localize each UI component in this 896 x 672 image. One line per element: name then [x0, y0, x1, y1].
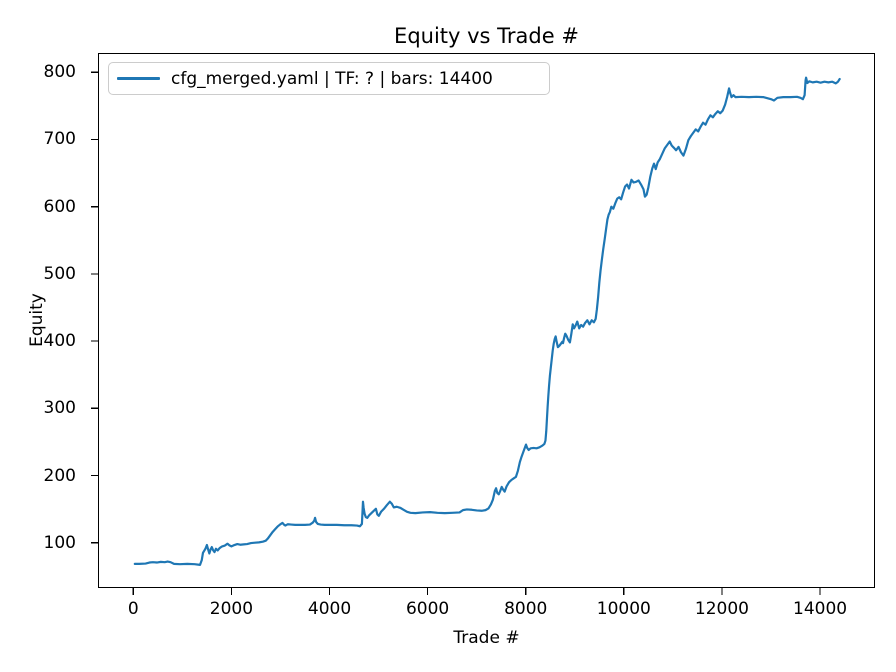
y-tick-label: 200 — [43, 465, 76, 486]
legend-label: cfg_merged.yaml | TF: ? | bars: 14400 — [171, 68, 493, 89]
chart-title: Equity vs Trade # — [394, 24, 579, 48]
y-tick-label: 700 — [43, 129, 76, 150]
equity-line-series — [133, 76, 841, 566]
y-tick-label: 100 — [43, 532, 76, 553]
y-tick-label: 800 — [43, 62, 76, 83]
x-tick-label: 12000 — [694, 599, 749, 619]
x-tick-label: 14000 — [793, 599, 848, 619]
x-tick-label: 10000 — [596, 599, 651, 619]
axes-border — [98, 53, 875, 588]
axis-tick-marks — [91, 71, 821, 595]
y-tick-label: 500 — [43, 263, 76, 284]
x-axis-label: Trade # — [453, 628, 520, 648]
x-tick-label: 4000 — [307, 599, 352, 619]
y-tick-label: 600 — [43, 196, 76, 217]
x-tick-label: 8000 — [504, 599, 548, 619]
y-tick-label: 400 — [43, 331, 76, 352]
y-tick-label: 300 — [43, 398, 76, 419]
x-tick-label: 0 — [127, 599, 139, 619]
legend: cfg_merged.yaml | TF: ? | bars: 14400 — [108, 62, 550, 95]
x-tick-label: 2000 — [209, 599, 254, 619]
legend-line-sample-icon — [117, 77, 160, 80]
x-tick-label: 6000 — [405, 599, 450, 619]
